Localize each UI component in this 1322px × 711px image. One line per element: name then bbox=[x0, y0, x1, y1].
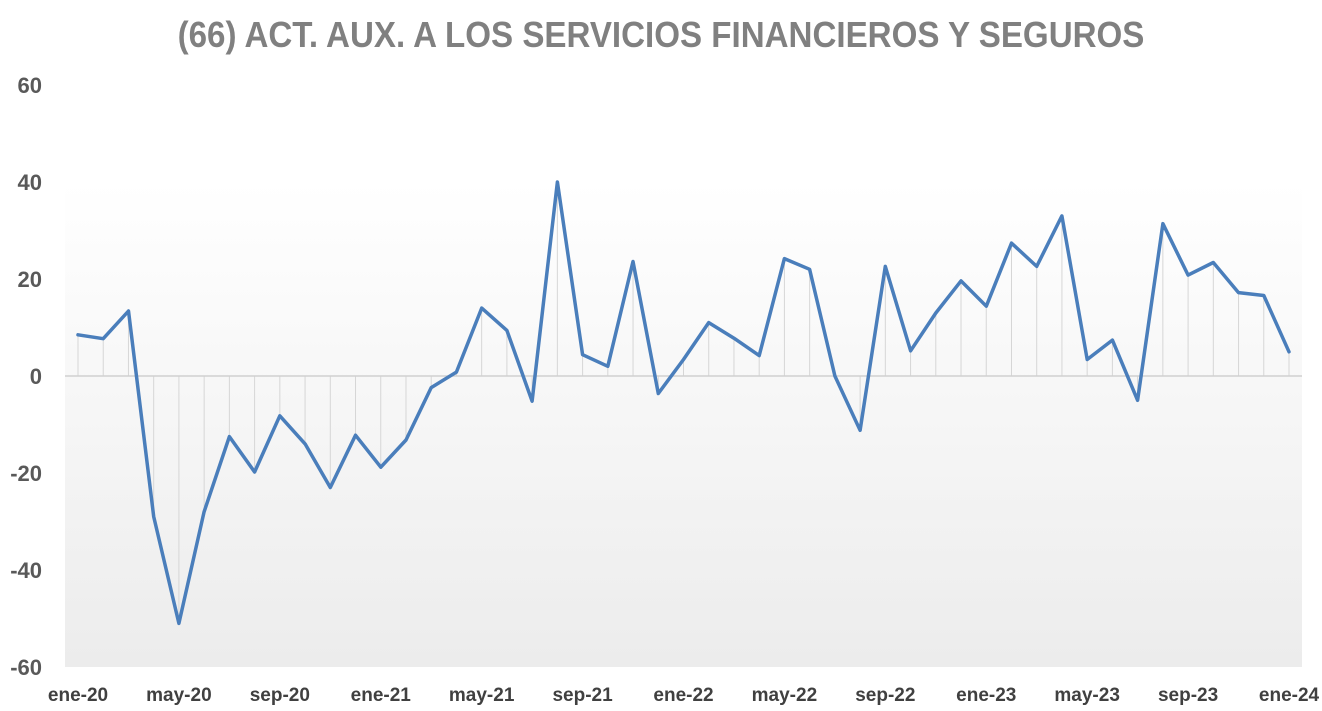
x-tick-label: sep-23 bbox=[1158, 685, 1218, 706]
x-tick-label: sep-22 bbox=[855, 685, 915, 706]
x-tick-label: may-21 bbox=[449, 685, 515, 706]
y-tick-label: 0 bbox=[30, 364, 42, 389]
x-tick-label: ene-21 bbox=[351, 685, 412, 706]
series-layer bbox=[76, 180, 1291, 626]
y-tick-label: -20 bbox=[10, 461, 42, 486]
x-tick-label: sep-20 bbox=[250, 685, 310, 706]
x-tick-label: ene-22 bbox=[653, 685, 713, 706]
x-tick-label: ene-24 bbox=[1259, 685, 1320, 706]
y-tick-label: -60 bbox=[10, 655, 42, 680]
chart-title: (66) ACT. AUX. A LOS SERVICIOS FINANCIER… bbox=[177, 14, 1145, 55]
series-line bbox=[76, 180, 1291, 626]
x-axis: ene-20 may-20 sep-20 ene-21 may-21 sep-21 ene-… bbox=[48, 685, 1320, 706]
x-tick-label: ene-23 bbox=[956, 685, 1016, 706]
y-tick-label: 20 bbox=[18, 267, 42, 292]
x-tick-label: may-20 bbox=[146, 685, 212, 706]
y-tick-label: -40 bbox=[10, 558, 42, 583]
x-tick-label: sep-21 bbox=[552, 685, 613, 706]
y-tick-label: 60 bbox=[18, 73, 42, 98]
y-axis: 60 40 20 0 -20 -40 -60 bbox=[10, 73, 42, 680]
drop-lines bbox=[77, 182, 1290, 624]
x-tick-label: may-23 bbox=[1054, 685, 1120, 706]
x-tick-label: ene-20 bbox=[48, 685, 108, 706]
y-tick-label: 40 bbox=[18, 170, 42, 195]
plot-area bbox=[65, 182, 1302, 667]
x-tick-label: may-22 bbox=[752, 685, 818, 706]
